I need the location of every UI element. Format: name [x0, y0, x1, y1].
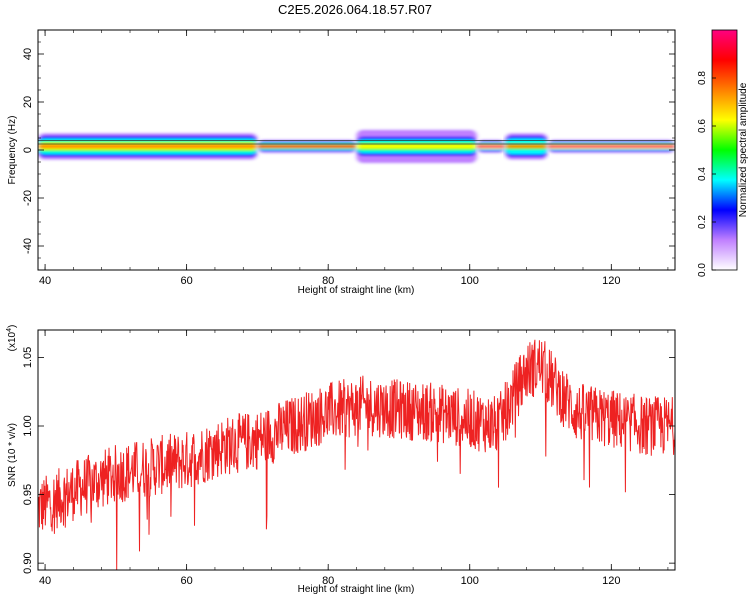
x-tick-label: 100 [461, 275, 479, 287]
spectrogram-x-label: Height of straight line (km) [298, 285, 415, 296]
spectrogram-cell [257, 145, 357, 148]
y-tick-label: -20 [22, 190, 34, 206]
spectrogram-x-ticks: 40 60 80 100 120 [39, 30, 669, 287]
spectrogram-panel: 40 60 80 100 120 -40 -20 0 20 40 Height of strai… [7, 29, 676, 296]
spectrogram-y-ticks: -40 -20 0 20 40 [22, 29, 675, 271]
x-tick-label: 120 [602, 575, 620, 587]
x-tick-label: 40 [39, 575, 51, 587]
spectrogram-y-label: Frequency (Hz) [7, 116, 18, 185]
y-tick-label: 0 [22, 147, 34, 153]
spectrogram-band [38, 124, 675, 168]
spectrogram-segment [547, 137, 675, 156]
snr-y-label: SNR (10 * v/v) [7, 423, 18, 487]
x-tick-label: 60 [181, 575, 193, 587]
y-tick-label: 1.00 [22, 415, 34, 436]
snr-multiplier-base: (x10 [7, 331, 18, 351]
y-tick-label: 0.90 [22, 552, 34, 573]
y-tick-label: -40 [22, 238, 34, 254]
snr-x-label: Height of straight line (km) [298, 584, 415, 595]
y-tick-label: 0.95 [22, 484, 34, 505]
colorbar-tick-label: 0.2 [697, 215, 708, 229]
spectrogram-segment [476, 137, 506, 156]
x-tick-label: 80 [322, 575, 334, 587]
spectrogram-cell [547, 145, 675, 148]
y-tick-label: 20 [22, 96, 34, 108]
colorbar-tick-label: 0.6 [697, 119, 708, 133]
spectrogram-cell [505, 144, 548, 149]
snr-y-ticks: 0.90 0.95 1.00 1.05 [22, 347, 675, 574]
y-tick-label: 1.05 [22, 347, 34, 368]
spectrogram-cell [476, 145, 506, 148]
x-tick-label: 100 [461, 575, 479, 587]
snr-multiplier-exp: 4 [6, 328, 13, 332]
spectrogram-segment [356, 124, 477, 168]
colorbar-scale [711, 29, 738, 271]
snr-series-line [38, 339, 675, 570]
y-tick-label: 40 [22, 48, 34, 60]
colorbar-tick-label: 0.0 [697, 263, 708, 277]
x-tick-label: 120 [602, 275, 620, 287]
snr-x-ticks: 40 60 80 100 120 [39, 330, 669, 587]
colorbar-tick-label: 0.8 [697, 71, 708, 85]
spectrogram-segment [505, 129, 548, 164]
x-tick-label: 60 [181, 275, 193, 287]
snr-plot-area [38, 330, 675, 570]
x-tick-label: 80 [322, 275, 334, 287]
colorbar-tick-label: 0.4 [697, 167, 708, 181]
colorbar: 0.0 0.2 0.4 0.6 0.8 Normalized spectral ampl… [697, 29, 749, 277]
snr-panel: 40 60 80 100 120 0.90 0.95 1.00 1.05 Height of … [6, 325, 676, 595]
spectrogram-segment [38, 129, 258, 164]
spectrogram-cell [38, 144, 258, 149]
chart-title: C2E5.2026.064.18.57.R07 [278, 2, 432, 17]
x-tick-label: 40 [39, 275, 51, 287]
colorbar-label: Normalized spectral amplitude [738, 82, 749, 217]
spectrogram-cell [356, 144, 477, 149]
snr-y-multiplier: (x104) [6, 325, 18, 352]
svg-text:(x104): (x104) [6, 325, 18, 352]
colorbar-ticks: 0.0 0.2 0.4 0.6 0.8 [697, 71, 716, 277]
